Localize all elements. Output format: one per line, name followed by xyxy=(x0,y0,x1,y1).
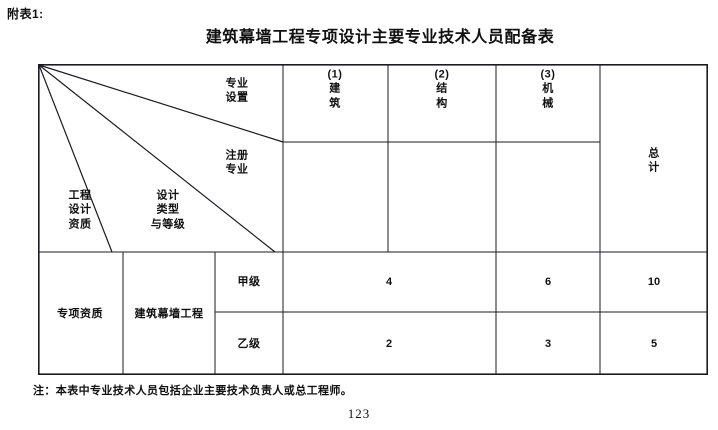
table-outer-border xyxy=(38,64,708,375)
corner-label-specialty-setup: 专业 设置 xyxy=(225,77,249,104)
cell-grade-b-total: 5 xyxy=(650,337,658,350)
footnote: 注：本表中专业技术人员包括企业主要技术负责人或总工程师。 xyxy=(33,385,353,397)
column-header-mechanical: (3) 机 械 xyxy=(540,68,556,110)
cell-grade-a-mechanical: 6 xyxy=(544,275,552,288)
diagonal-line-bottom xyxy=(38,64,113,253)
corner-label-design-type-grade: 设计 类型 与等级 xyxy=(150,189,186,231)
row-group-label-special-qualification: 专项资质 xyxy=(57,307,103,320)
diagonal-line-top xyxy=(38,64,284,143)
cell-grade-b-arch-struct: 2 xyxy=(385,337,393,350)
row-label-grade-b: 乙级 xyxy=(237,337,261,350)
row-label-grade-a: 甲级 xyxy=(237,275,261,288)
corner-label-registered-specialty: 注册 专业 xyxy=(225,149,249,176)
page-title: 建筑幕墙工程专项设计主要专业技术人员配备表 xyxy=(205,29,555,46)
table-grid xyxy=(38,64,708,375)
cell-grade-a-total: 10 xyxy=(647,275,661,288)
row-group-label-curtain-wall-project: 建筑幕墙工程 xyxy=(134,307,204,320)
corner-label-engineering-design-qualification: 工程 设计 资质 xyxy=(68,189,92,231)
column-header-architecture: (1) 建 筑 xyxy=(327,68,343,110)
personnel-allocation-table: 专业 设置 注册 专业 设计 类型 与等级 工程 设计 资质 (1) 建 筑 (… xyxy=(38,64,708,375)
column-header-structure: (2) 结 构 xyxy=(434,68,450,110)
cell-grade-b-mechanical: 3 xyxy=(544,337,552,350)
cell-grade-a-arch-struct: 4 xyxy=(385,275,393,288)
annex-label: 附表1: xyxy=(7,7,44,21)
page-number: 123 xyxy=(347,406,371,421)
diagonal-line-middle xyxy=(38,64,276,253)
column-header-total: 总 计 xyxy=(648,147,660,174)
